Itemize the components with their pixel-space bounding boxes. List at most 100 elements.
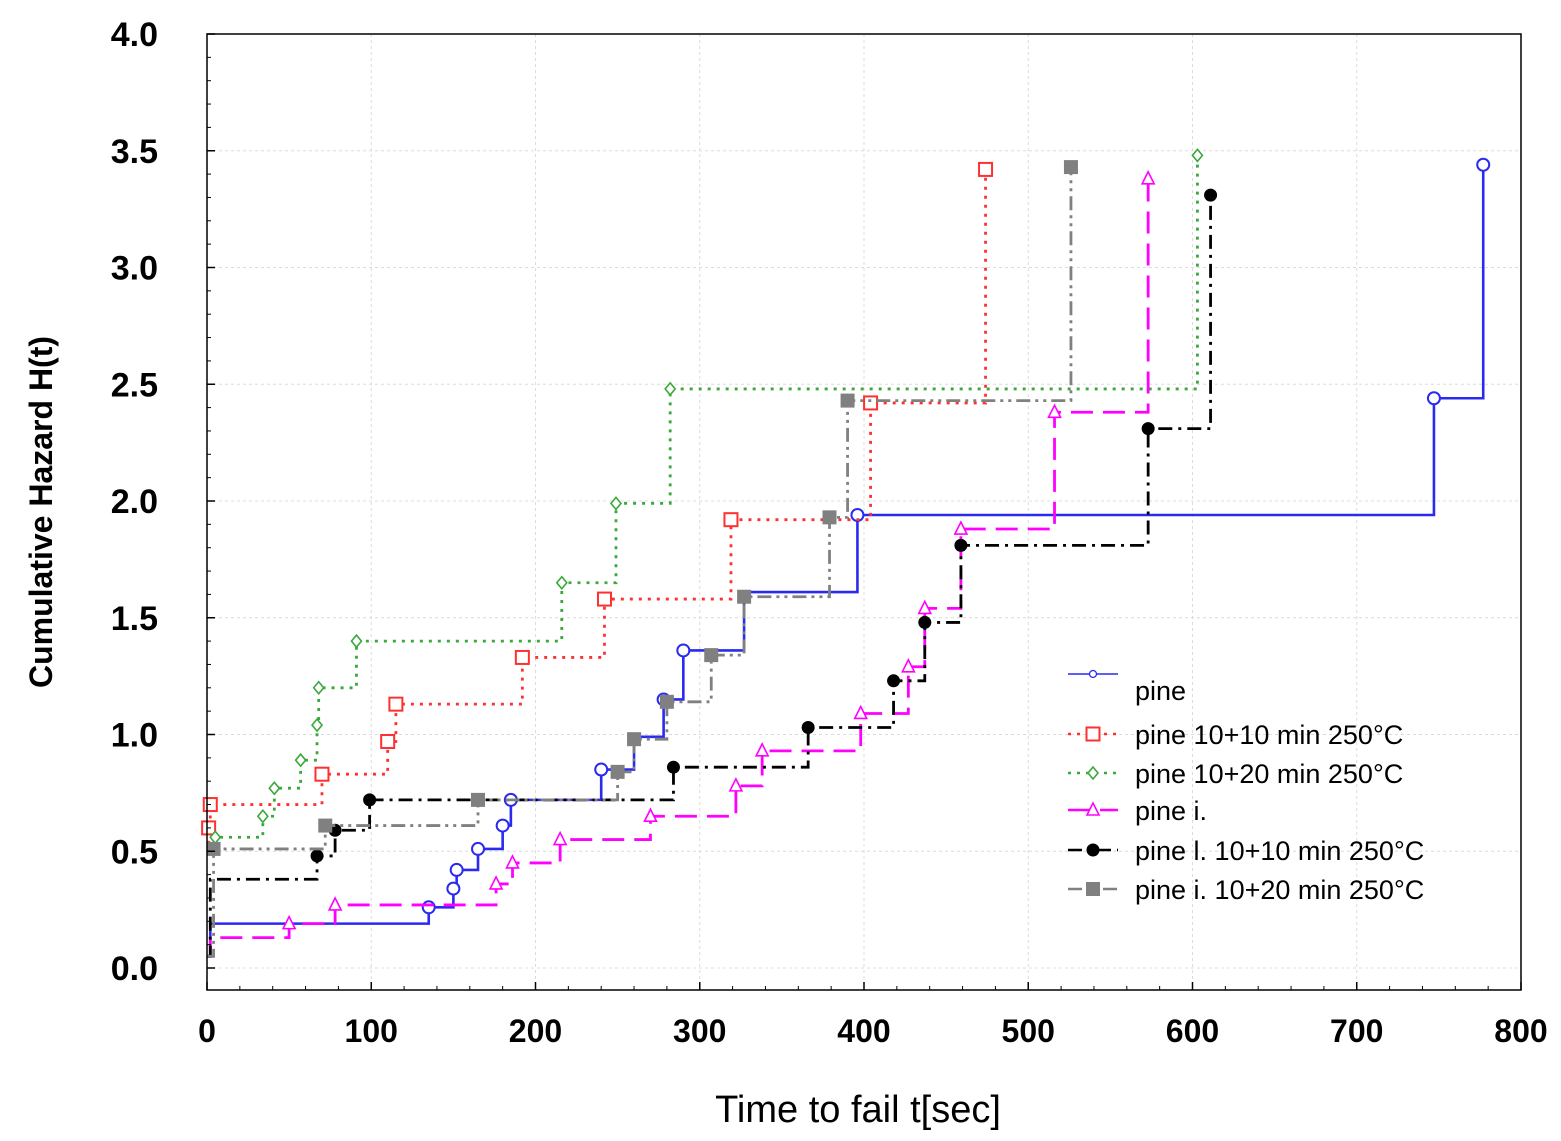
data-point	[268, 780, 281, 796]
data-point	[555, 575, 568, 590]
y-tick-label: 4.0	[111, 16, 158, 54]
data-point	[1047, 403, 1062, 419]
data-point	[488, 875, 504, 890]
y-tick-label: 1.0	[111, 717, 158, 755]
data-point	[801, 720, 815, 734]
series-pine-i	[207, 169, 1156, 958]
data-point	[363, 793, 377, 807]
y-tick-label: 2.5	[111, 366, 158, 404]
data-point	[609, 496, 623, 511]
data-point	[421, 900, 436, 915]
y-tick-label: 3.5	[111, 133, 158, 171]
data-point	[840, 393, 855, 408]
legend-item: pine	[1068, 669, 1186, 706]
data-point	[1141, 422, 1155, 436]
y-tick-label: 0.0	[111, 950, 158, 988]
series-line	[207, 167, 1073, 958]
x-tick-label: 800	[1494, 1013, 1547, 1049]
data-point	[627, 732, 642, 747]
data-point	[514, 649, 530, 665]
legend-item: pine l. 10+10 min 250°C	[1068, 836, 1424, 866]
x-tick-label: 300	[673, 1013, 726, 1049]
data-point	[449, 862, 464, 877]
data-point	[737, 589, 752, 604]
data-point	[505, 854, 520, 869]
legend-label: pine i.	[1135, 796, 1207, 826]
data-point	[294, 752, 307, 768]
x-axis-label: Time to fail t[sec]	[715, 1089, 1001, 1131]
data-point	[918, 615, 932, 629]
series-pine-10-10-min-250-c	[201, 161, 994, 853]
data-point	[643, 807, 658, 823]
data-point	[327, 896, 343, 911]
data-point	[446, 881, 461, 896]
data-point	[901, 657, 916, 673]
series-line	[207, 178, 1150, 958]
data-point	[728, 777, 744, 792]
data-point	[471, 841, 486, 856]
data-point	[676, 643, 691, 658]
series-pine-10-20-min-250-c	[207, 148, 1204, 853]
data-point	[723, 512, 739, 528]
data-point	[953, 520, 969, 535]
legend-swatch-marker	[1088, 669, 1098, 679]
legend-label: pine	[1135, 676, 1186, 706]
data-point	[471, 792, 486, 807]
series-line	[207, 155, 1199, 853]
data-point	[312, 680, 325, 696]
data-point	[1204, 188, 1218, 202]
legend-swatch-marker	[1085, 801, 1101, 816]
data-point	[1426, 391, 1441, 406]
y-tick-label: 1.5	[111, 600, 158, 638]
data-point	[704, 648, 719, 663]
legend: pine pine 10+10 min 250°C pine 10+20 min 2…	[1068, 669, 1424, 905]
data-point	[863, 395, 879, 411]
x-tick-label: 700	[1330, 1013, 1383, 1049]
data-point	[310, 849, 324, 863]
series-line	[207, 169, 987, 853]
series-line	[207, 164, 1485, 958]
data-point	[659, 694, 674, 709]
data-point	[1476, 157, 1491, 172]
data-point	[552, 830, 568, 846]
data-point	[887, 674, 901, 688]
y-axis-label: Cumulative Hazard H(t)	[23, 336, 59, 688]
y-tick-label: 3.0	[111, 250, 158, 288]
x-tick-label: 500	[1002, 1013, 1055, 1049]
y-tick-label: 0.5	[111, 833, 158, 871]
data-point	[311, 717, 324, 733]
x-tick-label: 100	[345, 1013, 398, 1049]
data-point	[314, 766, 330, 782]
legend-item: pine i.	[1068, 796, 1207, 826]
data-point	[917, 599, 933, 615]
data-point	[1140, 169, 1156, 185]
data-point	[822, 510, 837, 525]
legend-label: pine 10+20 min 250°C	[1135, 759, 1403, 789]
data-point	[256, 808, 269, 824]
data-point	[318, 818, 333, 833]
data-point	[853, 704, 869, 720]
legend-swatch-marker	[1086, 765, 1100, 781]
x-tick-label: 600	[1166, 1013, 1219, 1049]
legend-swatch-marker	[1086, 882, 1100, 896]
data-point	[380, 734, 396, 750]
legend-label: pine l. 10+10 min 250°C	[1135, 836, 1424, 866]
series-line	[207, 195, 1212, 958]
x-tick-label: 0	[198, 1013, 216, 1049]
legend-label: pine i. 10+20 min 250°C	[1135, 875, 1424, 905]
x-tick-label: 400	[837, 1013, 890, 1049]
legend-swatch-marker	[1085, 726, 1101, 742]
series-pine-i-10-20-min-250-c	[206, 160, 1078, 958]
data-point	[666, 760, 680, 774]
data-point	[1191, 148, 1204, 163]
data-point	[594, 762, 609, 777]
data-point	[388, 696, 404, 712]
legend-swatch-marker	[1086, 843, 1100, 857]
data-point	[664, 381, 677, 397]
data-point	[495, 818, 510, 833]
legend-item: pine 10+20 min 250°C	[1068, 759, 1403, 789]
axis-ticks: 0 100 200 300 400 500 600 700 800 0.0 0.5 1.0 1.5 2.0…	[111, 16, 1548, 1049]
data-point	[1063, 160, 1078, 175]
legend-item: pine 10+10 min 250°C	[1068, 720, 1403, 750]
x-tick-label: 200	[509, 1013, 562, 1049]
